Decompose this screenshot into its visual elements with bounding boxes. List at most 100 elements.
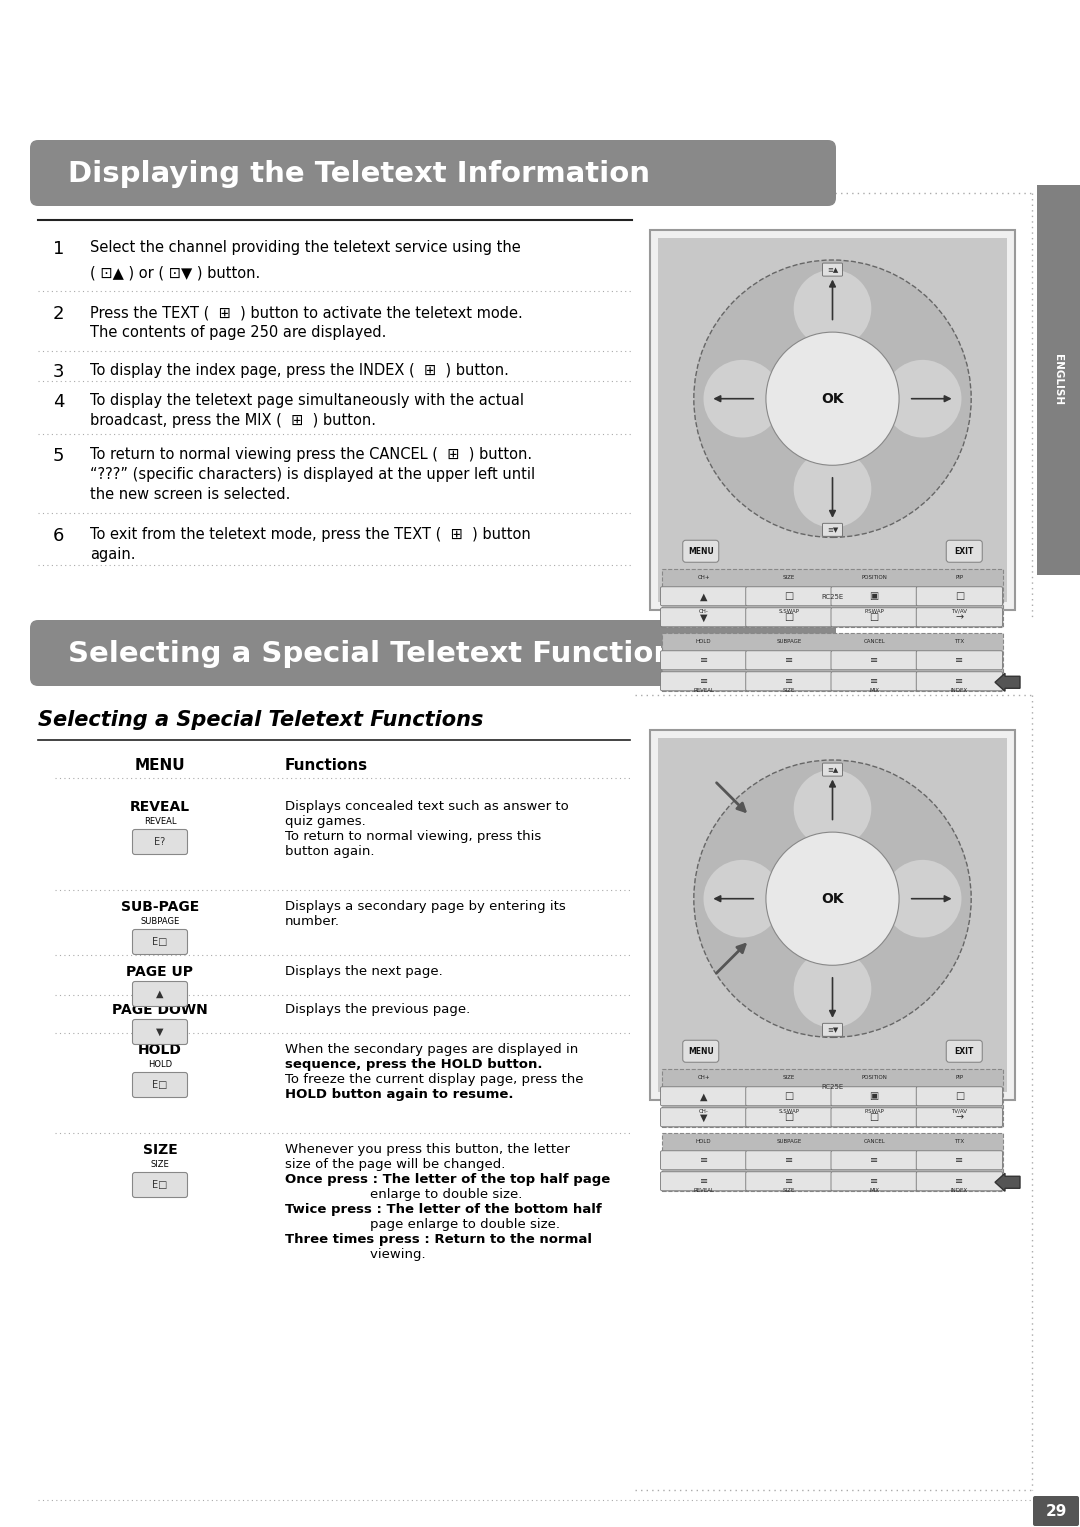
Text: number.: number. (285, 915, 340, 928)
Text: Displays the previous page.: Displays the previous page. (285, 1003, 470, 1015)
Text: Functions: Functions (285, 757, 368, 773)
Text: ≡: ≡ (956, 655, 963, 666)
Text: 29: 29 (1045, 1504, 1067, 1519)
FancyBboxPatch shape (916, 608, 1002, 626)
FancyBboxPatch shape (831, 1171, 917, 1191)
Text: POSITION: POSITION (861, 574, 887, 580)
FancyBboxPatch shape (661, 608, 746, 626)
FancyBboxPatch shape (661, 651, 746, 670)
Text: the new screen is selected.: the new screen is selected. (90, 487, 291, 502)
FancyBboxPatch shape (916, 1107, 1002, 1127)
Text: 1: 1 (53, 240, 65, 258)
FancyBboxPatch shape (746, 651, 832, 670)
Text: OK: OK (821, 392, 843, 406)
FancyBboxPatch shape (831, 651, 917, 670)
FancyBboxPatch shape (831, 586, 917, 606)
Text: POSITION: POSITION (861, 1075, 887, 1080)
Text: ≡: ≡ (700, 1156, 707, 1165)
Text: 2: 2 (53, 305, 65, 324)
Circle shape (883, 360, 961, 438)
Text: 6: 6 (53, 527, 65, 545)
Bar (662, 1069, 1003, 1127)
Text: broadcast, press the MIX (  ⊞  ) button.: broadcast, press the MIX ( ⊞ ) button. (90, 412, 376, 428)
Circle shape (794, 270, 872, 347)
Bar (662, 1133, 1003, 1191)
FancyBboxPatch shape (946, 1040, 983, 1063)
Text: SUB-PAGE: SUB-PAGE (121, 899, 199, 915)
Text: page enlarge to double size.: page enlarge to double size. (285, 1219, 561, 1231)
FancyBboxPatch shape (746, 672, 832, 690)
Text: SIZE: SIZE (783, 687, 795, 693)
Bar (662, 570, 1003, 628)
FancyBboxPatch shape (831, 608, 917, 626)
Text: ≡: ≡ (870, 1176, 878, 1186)
Text: INDEX: INDEX (950, 687, 968, 693)
FancyBboxPatch shape (30, 140, 836, 206)
Text: ENGLISH: ENGLISH (1053, 354, 1064, 406)
Text: P.SWAP: P.SWAP (864, 1109, 885, 1113)
Text: ▲: ▲ (157, 989, 164, 999)
Text: S.SWAP: S.SWAP (779, 609, 799, 614)
FancyBboxPatch shape (133, 829, 188, 855)
Text: S.SWAP: S.SWAP (779, 1109, 799, 1113)
Text: Displaying the Teletext Information: Displaying the Teletext Information (68, 160, 650, 188)
Text: MENU: MENU (135, 757, 186, 773)
Text: ≡: ≡ (785, 676, 793, 686)
FancyBboxPatch shape (683, 541, 718, 562)
Text: CANCEL: CANCEL (863, 638, 885, 644)
Text: TV/AV: TV/AV (951, 1109, 968, 1113)
Circle shape (794, 950, 872, 1028)
FancyBboxPatch shape (916, 651, 1002, 670)
Text: ≡: ≡ (870, 655, 878, 666)
Text: REVEAL: REVEAL (144, 817, 176, 826)
Text: TV/AV: TV/AV (951, 609, 968, 614)
Text: OK: OK (821, 892, 843, 906)
Text: □: □ (784, 1092, 794, 1101)
FancyBboxPatch shape (946, 541, 983, 562)
Text: ▼: ▼ (700, 1112, 707, 1122)
Text: □: □ (955, 1092, 964, 1101)
FancyBboxPatch shape (916, 1171, 1002, 1191)
FancyBboxPatch shape (823, 524, 842, 536)
FancyBboxPatch shape (831, 1087, 917, 1106)
Text: PIP: PIP (956, 574, 963, 580)
Text: P.SWAP: P.SWAP (864, 609, 885, 614)
Text: ▼: ▼ (700, 612, 707, 623)
Text: PAGE UP: PAGE UP (126, 965, 193, 979)
Text: SIZE: SIZE (150, 1161, 170, 1170)
Text: ≡: ≡ (956, 676, 963, 686)
Circle shape (766, 832, 899, 965)
Text: MIX: MIX (869, 1188, 879, 1193)
Text: ▣: ▣ (869, 1092, 879, 1101)
Text: ≡▼: ≡▼ (827, 527, 838, 533)
Text: SUBPAGE: SUBPAGE (777, 638, 801, 644)
Text: When the secondary pages are displayed in: When the secondary pages are displayed i… (285, 1043, 578, 1057)
FancyBboxPatch shape (831, 1107, 917, 1127)
Circle shape (794, 770, 872, 847)
FancyBboxPatch shape (683, 1040, 718, 1063)
Text: button again.: button again. (285, 844, 375, 858)
FancyArrow shape (995, 673, 1020, 692)
Text: ≡: ≡ (785, 1156, 793, 1165)
Text: ≡: ≡ (956, 1176, 963, 1186)
Text: □: □ (869, 1112, 879, 1122)
Circle shape (883, 860, 961, 938)
Text: size of the page will be changed.: size of the page will be changed. (285, 1157, 505, 1171)
Bar (658, 738, 1007, 1092)
Text: ≡: ≡ (785, 1176, 793, 1186)
Bar (662, 634, 1003, 692)
Text: To return to normal viewing, press this: To return to normal viewing, press this (285, 831, 541, 843)
Text: SIZE: SIZE (783, 1188, 795, 1193)
Text: PIP: PIP (956, 1075, 963, 1080)
Text: Select the channel providing the teletext service using the: Select the channel providing the teletex… (90, 240, 521, 255)
Text: REVEAL: REVEAL (693, 1188, 714, 1193)
FancyArrow shape (995, 1173, 1020, 1191)
Text: EXIT: EXIT (955, 1048, 974, 1055)
Text: ≡: ≡ (956, 1156, 963, 1165)
Text: Three times press : Return to the normal: Three times press : Return to the normal (285, 1232, 592, 1246)
FancyBboxPatch shape (661, 586, 746, 606)
Circle shape (703, 860, 781, 938)
FancyBboxPatch shape (823, 263, 842, 276)
FancyBboxPatch shape (746, 1171, 832, 1191)
Text: viewing.: viewing. (285, 1248, 426, 1261)
